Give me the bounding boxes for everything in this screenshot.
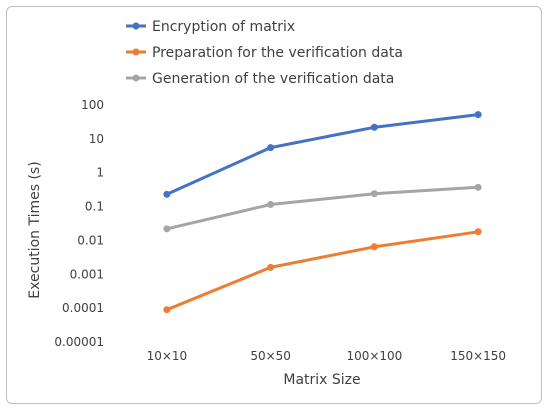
series-line (165, 113, 480, 196)
y-tick-label: 0.01 (77, 233, 104, 247)
data-point (370, 123, 378, 131)
x-tick-label: 150×150 (450, 349, 506, 363)
legend-item: Encryption of matrix (126, 19, 295, 35)
data-point (370, 190, 378, 198)
legend-label: Encryption of matrix (152, 19, 295, 35)
legend-marker (132, 48, 140, 56)
legend-marker (132, 22, 140, 30)
data-point (163, 225, 171, 233)
data-point (474, 228, 482, 236)
legend-label: Generation of the verification data (152, 71, 394, 87)
legend-item: Preparation for the verification data (126, 45, 403, 61)
series-3 (163, 183, 482, 233)
data-point (267, 144, 275, 152)
series-line (165, 185, 480, 231)
y-tick-label: 0.1 (85, 200, 104, 214)
y-tick-label: 100 (81, 98, 104, 112)
y-axis-title: Execution Times (s) (27, 161, 43, 298)
y-tick-label: 1 (96, 166, 104, 180)
legend: Encryption of matrix Preparation for the … (126, 19, 403, 87)
data-point (267, 263, 275, 271)
plot-area (163, 111, 482, 314)
series-2 (163, 228, 482, 314)
x-tick-label: 50×50 (250, 349, 291, 363)
y-tick-label: 0.0001 (62, 301, 104, 315)
x-tick-label: 10×10 (147, 349, 188, 363)
y-tick-label: 10 (89, 132, 104, 146)
data-point (474, 111, 482, 119)
data-point (163, 306, 171, 314)
x-tick-label: 100×100 (346, 349, 402, 363)
data-point (163, 190, 171, 198)
series-line (165, 230, 480, 312)
data-point (370, 243, 378, 251)
legend-label: Preparation for the verification data (152, 45, 403, 61)
y-axis-ticks: 0.00001 0.0001 0.001 0.01 0.1 1 10 100 (54, 98, 104, 349)
legend-marker (132, 74, 140, 82)
data-point (267, 201, 275, 209)
y-tick-label: 0.00001 (54, 335, 104, 349)
x-axis-title: Matrix Size (283, 372, 360, 388)
x-axis-ticks: 10×10 50×50 100×100 150×150 (147, 349, 506, 363)
series-1 (163, 111, 482, 198)
data-point (474, 183, 482, 191)
legend-item: Generation of the verification data (126, 71, 394, 87)
y-tick-label: 0.001 (70, 267, 104, 281)
